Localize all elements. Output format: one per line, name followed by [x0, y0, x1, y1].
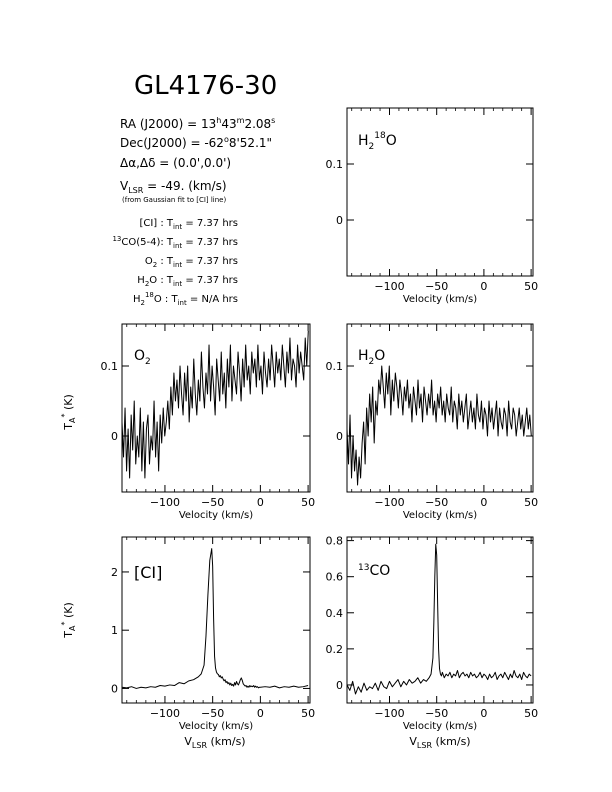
xtick-label-o2: 0	[257, 496, 264, 509]
xtick-label-o2: −50	[201, 496, 224, 509]
axes-frame-h218o	[346, 107, 534, 277]
xlabel-ci: Velocity (km/s)	[179, 721, 253, 732]
xlabel-co13: Velocity (km/s)	[403, 721, 477, 732]
tint-h218o: H218O : Tint = N/A hrs	[133, 291, 238, 307]
figure-title: GL4176-30	[134, 71, 277, 101]
xtick-label-co13: −100	[374, 707, 404, 720]
axes-frame-o2	[121, 323, 311, 493]
xtick-label-h2o: −50	[425, 496, 448, 509]
xtick-label-h218o: −100	[374, 280, 404, 293]
panel-o2: −100 −50 0 50 Velocity (km/s) 0 0.1	[101, 323, 315, 521]
xtick-label-h218o: 50	[524, 280, 538, 293]
xtick-label-h2o: 0	[480, 496, 487, 509]
xtick-label-co13: 50	[524, 707, 538, 720]
ra-text: RA (J2000) = 13h43m2.08s	[120, 116, 275, 131]
xtick-label-h2o: 50	[524, 496, 538, 509]
xtick-label-ci: −100	[150, 707, 180, 720]
ylabel-o2: TA* (K)	[60, 394, 77, 431]
ytick-label-co13: 0.6	[326, 571, 344, 584]
label-ci: [CI]	[134, 563, 162, 582]
xtick-label-ci: −50	[201, 707, 224, 720]
axes-frame-h2o	[346, 323, 534, 493]
ytick-label-h2o: 0.1	[326, 360, 344, 373]
vlsr-note: (from Gaussian fit to [CI] line)	[122, 196, 226, 204]
xlabel-h2o: Velocity (km/s)	[403, 510, 477, 521]
xtick-label-ci: 50	[301, 707, 315, 720]
axes-frame-co13	[346, 536, 534, 704]
ytick-label-ci: 0	[111, 682, 118, 695]
offset-text: Δα,Δδ = (0.0',0.0')	[120, 156, 231, 170]
vlsr-label-ci: VLSR (km/s)	[184, 735, 245, 750]
xtick-label-h218o: 0	[480, 280, 487, 293]
xtick-label-o2: −100	[150, 496, 180, 509]
label-h2o: H2O	[358, 348, 385, 367]
xlabel-h218o: Velocity (km/s)	[403, 294, 477, 305]
xlabel-o2: Velocity (km/s)	[179, 510, 253, 521]
xtick-label-o2: 50	[301, 496, 315, 509]
ytick-label-co13: 0.4	[326, 607, 344, 620]
label-13co: 13CO	[358, 563, 390, 579]
xtick-label-co13: 0	[480, 707, 487, 720]
tint-ci: [CI] : Tint = 7.37 hrs	[139, 218, 238, 231]
label-o2: O2	[134, 348, 151, 367]
tint-o2: O2 : Tint = 7.37 hrs	[145, 256, 238, 269]
ytick-label-h218o: 0.1	[326, 158, 344, 171]
spectrum-line-o2	[121, 330, 309, 479]
ytick-label-co13: 0	[336, 679, 343, 692]
ytick-label-co13: 0.8	[326, 535, 344, 548]
xtick-label-h218o: −50	[425, 280, 448, 293]
ytick-label-ci: 1	[111, 624, 118, 637]
ytick-label-o2: 0	[111, 430, 118, 443]
dec-text: Dec(J2000) = -62o8'52.1"	[120, 135, 272, 150]
ylabel-ci: TA* (K)	[60, 602, 77, 639]
vlsr-text: VLSR = -49. (km/s)	[120, 179, 227, 195]
ytick-label-h2o: 0	[336, 430, 343, 443]
ytick-label-h218o: 0	[336, 214, 343, 227]
spectrum-line-co13	[346, 543, 532, 695]
xtick-label-ci: 0	[257, 707, 264, 720]
tint-13co: 13CO(5-4): Tint = 7.37 hrs	[112, 235, 238, 250]
panel-ci: −100 −50 0 50 Velocity (km/s) 0 1 2	[111, 536, 315, 732]
axes-frame-ci	[121, 536, 311, 704]
ytick-label-ci: 2	[111, 566, 118, 579]
label-h218o: H218O	[358, 131, 397, 152]
xtick-label-co13: −50	[425, 707, 448, 720]
vlsr-label-13co: VLSR (km/s)	[409, 735, 470, 750]
spectrum-line-ci	[121, 548, 309, 689]
ytick-label-co13: 0.2	[326, 643, 344, 656]
spectrum-line-h2o	[346, 365, 532, 486]
xtick-label-h2o: −100	[374, 496, 404, 509]
tint-h2o: H2O : Tint = 7.37 hrs	[137, 275, 238, 288]
ytick-label-o2: 0.1	[101, 360, 119, 373]
